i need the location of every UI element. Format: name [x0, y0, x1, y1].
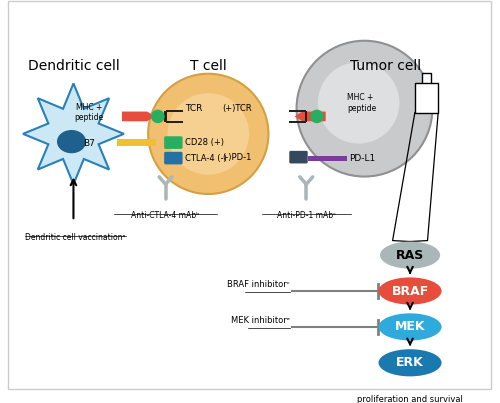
- Text: Dendritic cell vaccinationᵃ: Dendritic cell vaccinationᵃ: [25, 233, 126, 242]
- Text: (+)TCR: (+)TCR: [222, 104, 252, 113]
- Circle shape: [168, 93, 249, 174]
- FancyArrow shape: [289, 110, 306, 112]
- Text: proliferation and survival: proliferation and survival: [357, 395, 463, 403]
- Ellipse shape: [378, 349, 442, 376]
- Text: MEK inhibitorᵉ: MEK inhibitorᵉ: [230, 316, 290, 325]
- Circle shape: [318, 62, 400, 143]
- FancyArrow shape: [122, 112, 155, 121]
- Ellipse shape: [378, 277, 442, 305]
- Text: B7: B7: [83, 139, 95, 148]
- Polygon shape: [23, 83, 124, 184]
- Circle shape: [148, 74, 268, 194]
- Text: T cell: T cell: [190, 59, 226, 73]
- Text: BRAF inhibitorᶜ: BRAF inhibitorᶜ: [227, 280, 290, 289]
- Text: Dendritic cell: Dendritic cell: [28, 59, 120, 73]
- Text: MHC +
peptide: MHC + peptide: [347, 93, 376, 112]
- FancyBboxPatch shape: [415, 83, 438, 112]
- FancyArrow shape: [117, 139, 156, 146]
- FancyArrow shape: [305, 111, 308, 122]
- FancyBboxPatch shape: [164, 152, 182, 164]
- Circle shape: [296, 41, 432, 177]
- Circle shape: [151, 110, 164, 123]
- Text: (-)PD-1: (-)PD-1: [222, 153, 252, 162]
- Ellipse shape: [380, 241, 440, 269]
- Text: Anti-PD-1 mAbᶜ: Anti-PD-1 mAbᶜ: [277, 212, 336, 220]
- Text: MEK: MEK: [395, 320, 426, 333]
- Text: TCR: TCR: [185, 104, 202, 113]
- FancyArrow shape: [294, 112, 326, 121]
- Text: CD28 (+): CD28 (+): [185, 138, 224, 147]
- FancyArrow shape: [166, 110, 183, 112]
- FancyArrow shape: [166, 120, 183, 123]
- Text: ERK: ERK: [396, 356, 424, 369]
- FancyBboxPatch shape: [164, 136, 182, 149]
- FancyArrow shape: [164, 111, 167, 122]
- FancyArrow shape: [289, 120, 306, 123]
- Ellipse shape: [57, 130, 86, 153]
- FancyBboxPatch shape: [290, 151, 308, 164]
- FancyArrow shape: [308, 156, 347, 160]
- Text: MHC +
peptide: MHC + peptide: [74, 103, 104, 122]
- Text: BRAF: BRAF: [392, 285, 428, 297]
- FancyBboxPatch shape: [422, 73, 432, 86]
- Circle shape: [310, 110, 324, 123]
- Text: RAS: RAS: [396, 249, 424, 262]
- Text: PD-L1: PD-L1: [349, 154, 375, 163]
- Text: Tumor cell: Tumor cell: [350, 59, 422, 73]
- Text: Anti-CTLA-4 mAbᵇ: Anti-CTLA-4 mAbᵇ: [132, 212, 200, 220]
- Ellipse shape: [378, 313, 442, 341]
- Text: CTLA-4 (-): CTLA-4 (-): [185, 154, 227, 163]
